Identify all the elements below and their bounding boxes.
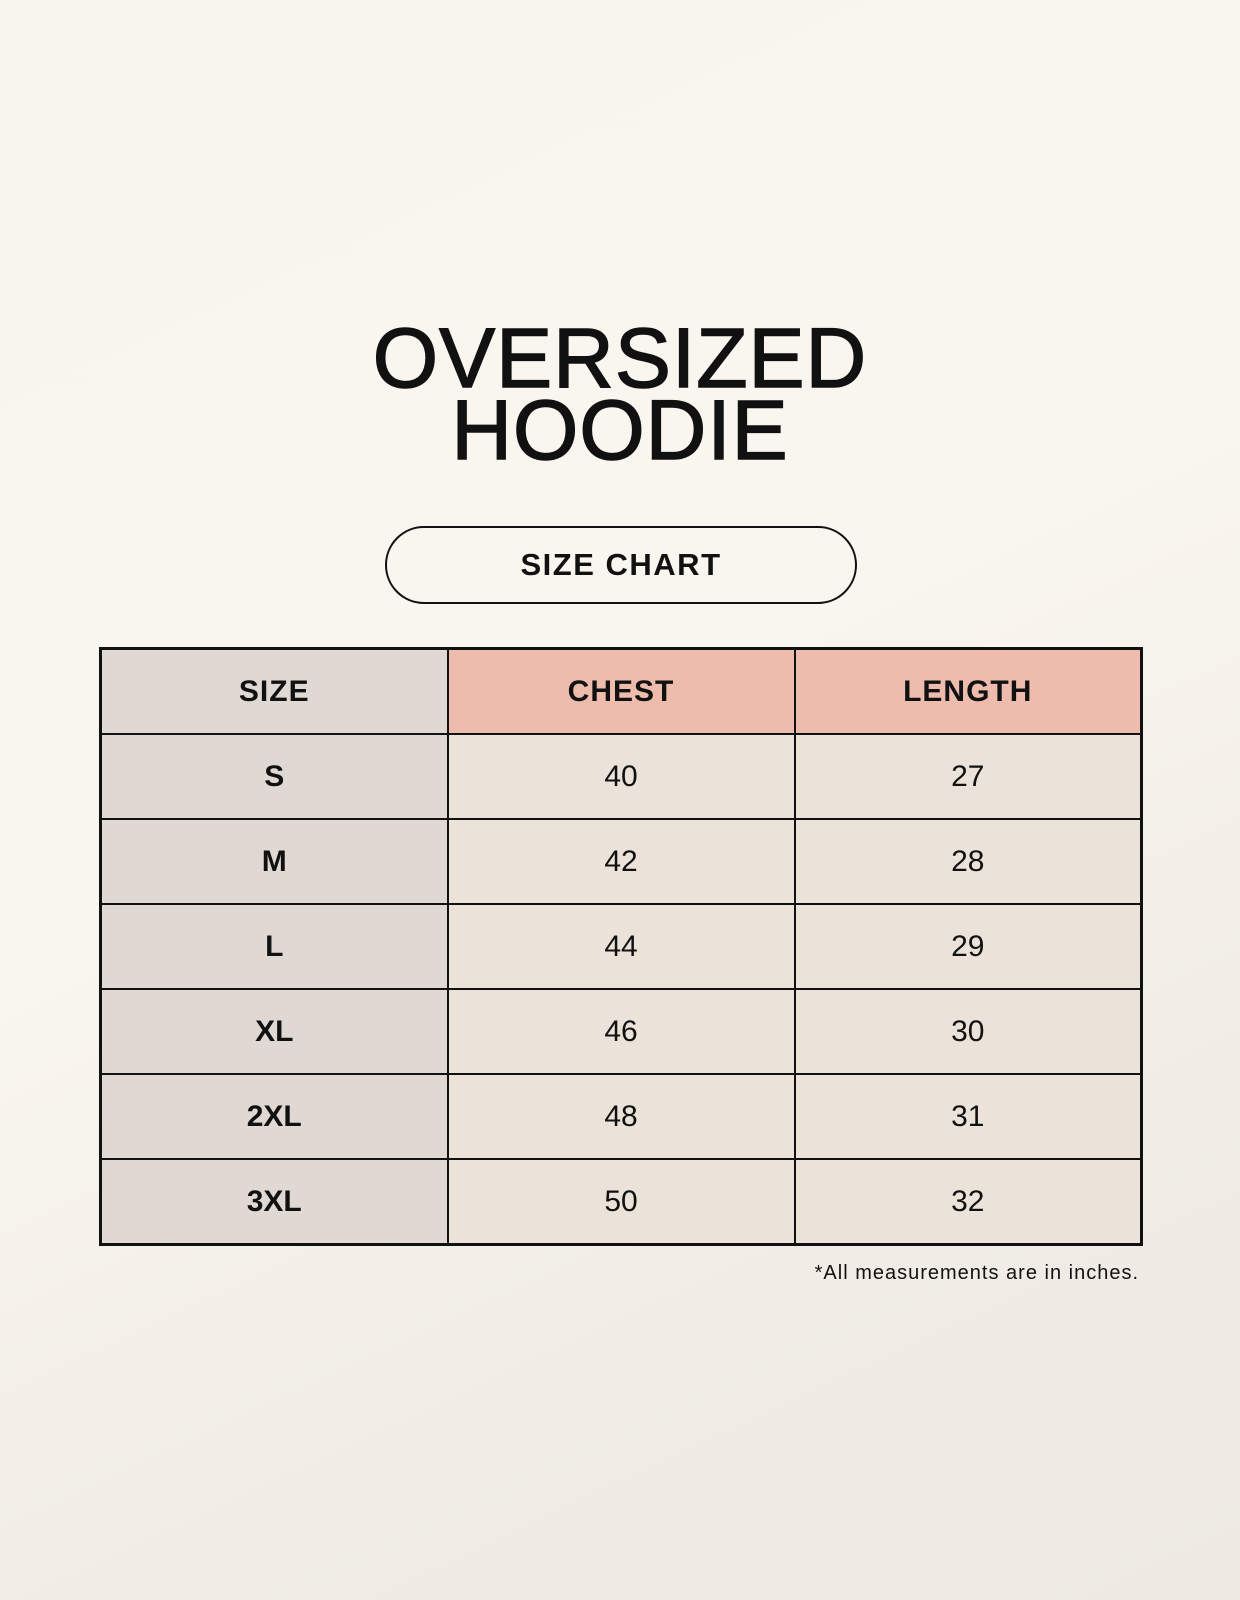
table-row: M 42 28	[99, 818, 1143, 905]
footnote: *All measurements are in inches.	[814, 1262, 1139, 1284]
table-row: L 44 29	[99, 903, 1143, 990]
cell-chest: 44	[446, 903, 796, 990]
cell-chest: 48	[446, 1073, 796, 1160]
size-chart-label: SIZE CHART	[385, 526, 857, 604]
cell-length: 32	[793, 1158, 1143, 1246]
cell-size: S	[99, 733, 449, 820]
page-title: OVERSIZED HOODIE	[0, 311, 1240, 477]
cell-size: 3XL	[99, 1158, 449, 1246]
table-row: S 40 27	[99, 733, 1143, 820]
size-table: SIZE CHEST LENGTH S 40 27 M 42 28 L 44 29 XL 46 30 2…	[99, 647, 1143, 1246]
cell-size: L	[99, 903, 449, 990]
cell-size: 2XL	[99, 1073, 449, 1160]
cell-size: XL	[99, 988, 449, 1075]
table-row: XL 46 30	[99, 988, 1143, 1075]
header-size: SIZE	[99, 647, 449, 735]
table-row: 3XL 50 32	[99, 1158, 1143, 1246]
cell-length: 31	[793, 1073, 1143, 1160]
cell-length: 29	[793, 903, 1143, 990]
header-length: LENGTH	[793, 647, 1143, 735]
cell-chest: 40	[446, 733, 796, 820]
cell-chest: 46	[446, 988, 796, 1075]
table-header-row: SIZE CHEST LENGTH	[99, 647, 1143, 735]
cell-size: M	[99, 818, 449, 905]
cell-chest: 42	[446, 818, 796, 905]
title-line-1: OVERSIZED	[372, 311, 868, 405]
cell-length: 28	[793, 818, 1143, 905]
cell-length: 27	[793, 733, 1143, 820]
title-line-2: HOODIE	[451, 383, 789, 477]
cell-chest: 50	[446, 1158, 796, 1246]
table-row: 2XL 48 31	[99, 1073, 1143, 1160]
header-chest: CHEST	[446, 647, 796, 735]
cell-length: 30	[793, 988, 1143, 1075]
